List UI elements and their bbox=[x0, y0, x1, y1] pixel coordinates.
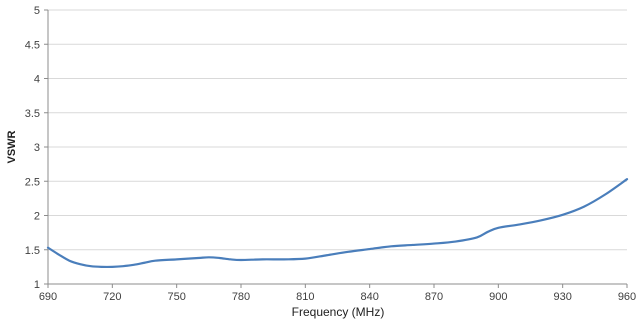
x-tick-labels: 690 720 750 780 810 840 870 900 930 960 bbox=[39, 284, 636, 303]
y-tick-label: 4 bbox=[34, 74, 40, 86]
y-tick-label: 1 bbox=[34, 279, 40, 291]
y-tick-label: 1.5 bbox=[25, 245, 40, 257]
y-tick-label: 3 bbox=[34, 142, 40, 154]
series-layer bbox=[46, 178, 629, 269]
y-tick-label: 3.5 bbox=[25, 108, 40, 120]
y-tick-labels: 1 1.5 2 2.5 3 3.5 4 4.5 5 bbox=[25, 5, 48, 291]
y-tick-label: 4.5 bbox=[25, 39, 40, 51]
gridlines bbox=[48, 9, 627, 251]
y-tick-label: 2 bbox=[34, 211, 40, 223]
x-tick-label: 750 bbox=[167, 291, 185, 303]
x-tick-label: 900 bbox=[489, 291, 507, 303]
y-tick-label: 2.5 bbox=[25, 176, 40, 188]
x-tick-label: 810 bbox=[296, 291, 314, 303]
vswr-series-line bbox=[46, 178, 629, 269]
x-tick-label: 690 bbox=[39, 291, 57, 303]
y-axis-title: VSWR bbox=[6, 130, 18, 163]
x-tick-label: 930 bbox=[553, 291, 571, 303]
x-tick-label: 780 bbox=[232, 291, 250, 303]
y-tick-label: 5 bbox=[34, 5, 40, 17]
x-tick-label: 840 bbox=[360, 291, 378, 303]
x-tick-label: 960 bbox=[618, 291, 636, 303]
x-tick-label: 720 bbox=[103, 291, 121, 303]
x-axis-title: Frequency (MHz) bbox=[292, 305, 385, 319]
x-tick-label: 870 bbox=[425, 291, 443, 303]
